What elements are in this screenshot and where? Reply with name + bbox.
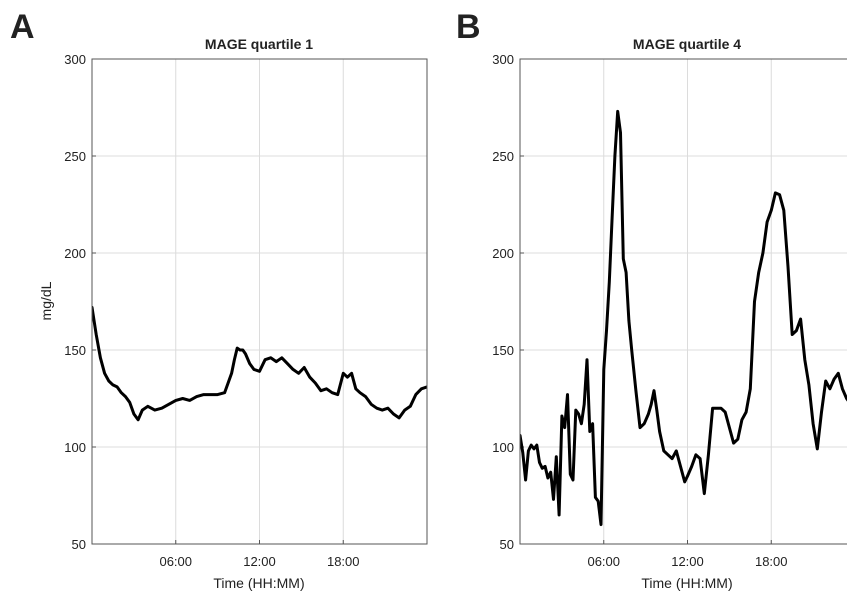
x-tick-label-a-2: 18:00 [327, 554, 360, 569]
y-tick-label-b-1: 100 [492, 440, 514, 455]
y-tick-label-a-2: 150 [64, 343, 86, 358]
x-tick-label-b-2: 18:00 [755, 554, 788, 569]
y-tick-label-b-5: 300 [492, 52, 514, 67]
panel-a: A MAGE quartile 1 Time (HH:MM) mg/dL 06:… [10, 8, 428, 591]
plot-title-a: MAGE quartile 1 [205, 36, 313, 52]
x-tick-label-b-0: 06:00 [587, 554, 620, 569]
y-tick-label-b-0: 50 [500, 537, 514, 552]
y-tick-label-a-4: 250 [64, 149, 86, 164]
panel-b: B MAGE quartile 4 Time (HH:MM) 06:00 12:0… [456, 8, 847, 591]
plot-frame-b [519, 58, 847, 545]
plot-frame-a [91, 58, 428, 545]
y-tick-label-a-5: 300 [64, 52, 86, 67]
y-axis-label-a: mg/dL [38, 281, 54, 320]
y-tick-label-b-2: 150 [492, 343, 514, 358]
x-tick-label-a-0: 06:00 [159, 554, 192, 569]
y-tick-label-b-4: 250 [492, 149, 514, 164]
x-axis-label-a: Time (HH:MM) [213, 575, 304, 591]
panel-letter-a: A [10, 8, 35, 46]
panel-letter-b: B [456, 8, 481, 46]
x-tick-label-b-1: 12:00 [671, 554, 704, 569]
y-tick-label-a-1: 100 [64, 440, 86, 455]
y-tick-label-a-0: 50 [72, 537, 86, 552]
y-tick-label-b-3: 200 [492, 246, 514, 261]
plot-title-b: MAGE quartile 4 [633, 36, 741, 52]
series-line-a-0 [92, 305, 427, 422]
x-axis-label-b: Time (HH:MM) [641, 575, 732, 591]
y-tick-label-a-3: 200 [64, 246, 86, 261]
x-tick-label-a-1: 12:00 [243, 554, 276, 569]
series-line-b-0 [520, 109, 847, 527]
